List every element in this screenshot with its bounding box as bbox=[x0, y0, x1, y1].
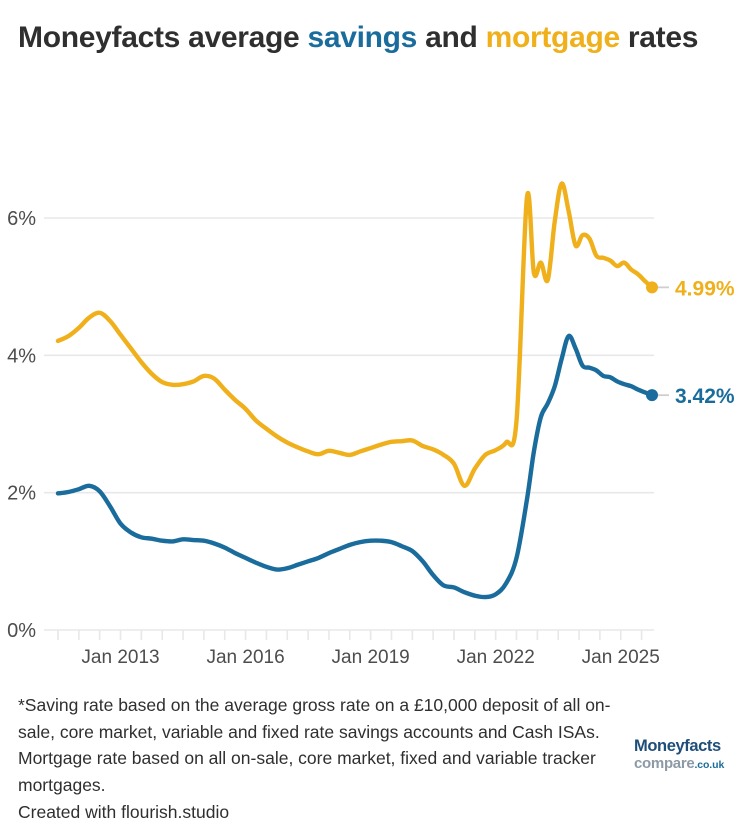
series-line-mortgage bbox=[55, 181, 655, 488]
logo-tld-text: .co.uk bbox=[694, 758, 725, 771]
x-axis-labels: Jan 2013 Jan 2016 Jan 2019 Jan 2022 Jan 2025 bbox=[81, 647, 659, 668]
logo-brand-name: Moneyfacts bbox=[634, 737, 721, 755]
x-tick-label: Jan 2019 bbox=[332, 647, 410, 668]
footnote-text: *Saving rate based on the average gross … bbox=[18, 695, 611, 795]
end-label-mortgage: 4.99% bbox=[675, 277, 735, 300]
y-axis-labels: 0% 2% 4% 6% bbox=[7, 208, 36, 642]
y-tick-label: 0% bbox=[7, 620, 36, 642]
endpoint-dot-savings[interactable] bbox=[646, 389, 658, 402]
x-tick-label: Jan 2025 bbox=[582, 647, 660, 668]
x-tick-label: Jan 2013 bbox=[81, 647, 159, 668]
x-tick-label: Jan 2016 bbox=[206, 647, 284, 668]
page-title: Moneyfacts average savings and mortgage … bbox=[18, 18, 724, 58]
title-mortgage-word: mortgage bbox=[485, 21, 621, 54]
end-label-savings: 3.42% bbox=[675, 385, 735, 408]
moneyfacts-logo: Moneyfacts compare.co.uk bbox=[634, 738, 730, 771]
x-tick-label: Jan 2022 bbox=[457, 647, 535, 668]
y-tick-label: 2% bbox=[7, 483, 36, 505]
data-series bbox=[55, 181, 655, 600]
logo-compare-text: compare bbox=[634, 754, 695, 772]
endpoint-dot-mortgage[interactable] bbox=[646, 281, 658, 294]
y-tick-label: 6% bbox=[7, 208, 36, 230]
title-part-3: rates bbox=[619, 21, 699, 54]
chart-container: 0% 2% 4% 6% Jan 2013 Jan 2016 Jan 2019 Jan 202… bbox=[0, 150, 738, 675]
title-part-1: Moneyfacts average bbox=[18, 21, 308, 54]
series-endpoints bbox=[646, 281, 669, 402]
y-tick-label: 4% bbox=[7, 345, 36, 367]
title-savings-word: savings bbox=[307, 21, 418, 54]
line-chart: 0% 2% 4% 6% Jan 2013 Jan 2016 Jan 2019 Jan 202… bbox=[7, 181, 735, 668]
x-axis-ticks bbox=[57, 630, 643, 640]
series-end-labels: 4.99% 3.42% bbox=[675, 277, 735, 408]
series-line-savings bbox=[55, 333, 655, 600]
title-part-2: and bbox=[417, 21, 486, 54]
credit-text: Created with flourish.studio bbox=[18, 802, 230, 822]
gridlines bbox=[44, 217, 654, 631]
logo-subbrand: compare.co.uk bbox=[634, 756, 730, 771]
